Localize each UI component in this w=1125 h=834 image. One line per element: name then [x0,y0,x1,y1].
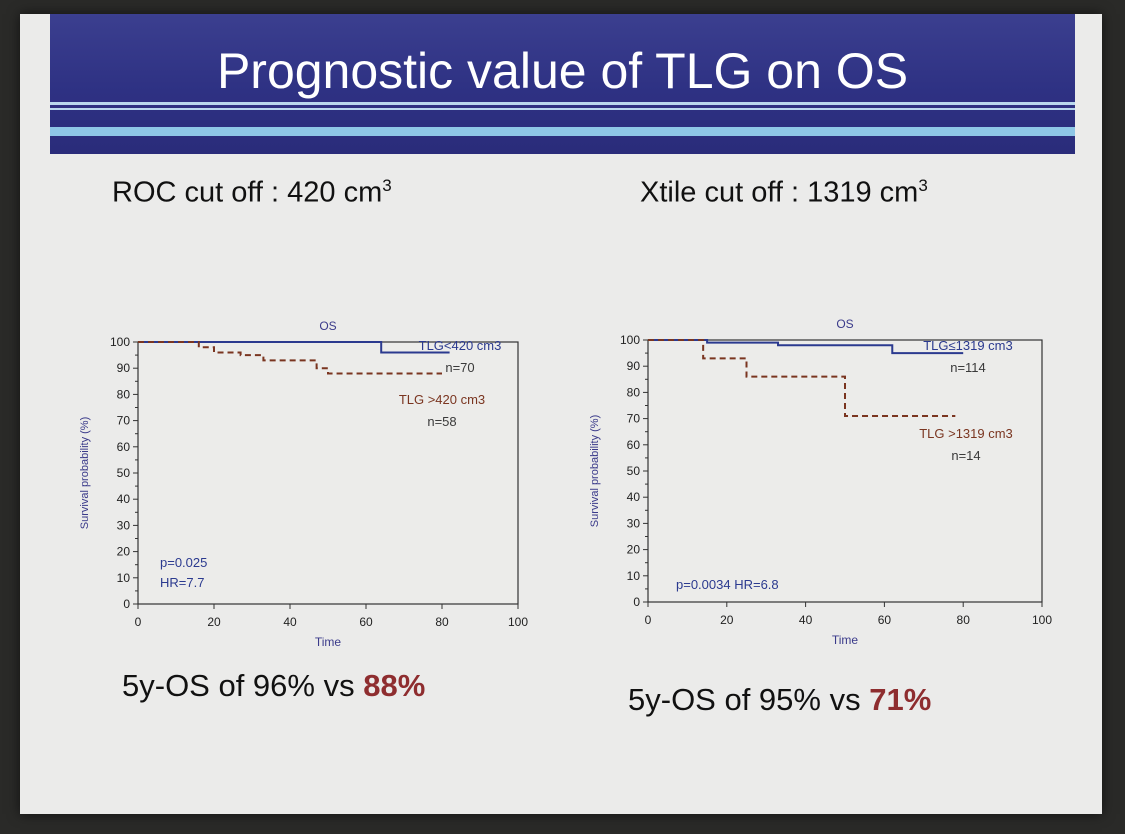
y-tick-label: 90 [117,361,131,375]
series-label: TLG >1319 cm3 [919,426,1013,441]
y-tick-label: 40 [627,490,641,504]
plot-area [647,339,1043,603]
series-n-label: n=114 [950,360,986,375]
banner-stripe [50,127,1075,136]
x-tick-label: 0 [135,615,142,629]
x-tick-label: 20 [207,615,221,629]
right-cutoff-text: Xtile cut off : 1319 cm [640,176,919,209]
title-banner: Prognostic value of TLG on OS [50,14,1075,154]
chart-title: OS [836,317,853,331]
series-label: TLG >420 cm3 [399,392,485,407]
x-tick-label: 80 [957,613,971,627]
right-summary-text: 5y-OS of 95% vs [628,682,870,717]
y-tick-label: 30 [627,516,641,530]
stats-annotation: p=0.025 [160,555,207,570]
y-tick-label: 60 [627,438,641,452]
slide-title: Prognostic value of TLG on OS [216,43,909,99]
x-axis-label: Time [315,635,342,649]
cutoff-superscript: 3 [918,176,928,195]
banner-stripe [50,102,1075,105]
x-tick-label: 80 [435,615,449,629]
y-tick-label: 10 [627,569,641,583]
y-tick-label: 70 [117,414,131,428]
x-tick-label: 100 [508,615,528,629]
left-cutoff-heading: ROC cut off : 420 cm3 [112,176,392,210]
right-summary: 5y-OS of 95% vs 71% [628,682,931,718]
y-tick-label: 0 [123,597,130,611]
y-axis-label: Survival probability (%) [589,415,601,527]
y-tick-label: 20 [117,545,131,559]
stats-annotation: HR=7.7 [160,575,204,590]
y-tick-label: 0 [633,595,640,609]
series-n-label: n=14 [951,448,980,463]
survival-curve-solid [648,339,964,355]
right-cutoff-heading: Xtile cut off : 1319 cm3 [640,176,928,210]
y-tick-label: 100 [620,333,640,347]
x-axis-label: Time [832,633,859,647]
km-chart-xtile-svg: OS 0 10 20 30 40 50 60 70 80 90 100 0 20 40 60 80 100 Time… [589,317,1052,647]
y-tick-label: 80 [627,385,641,399]
y-tick-label: 50 [627,464,641,478]
right-summary-highlight: 71% [869,682,932,717]
x-tick-label: 40 [799,613,813,627]
x-tick-label: 100 [1032,613,1052,627]
x-tick-label: 60 [359,615,373,629]
y-tick-label: 70 [627,412,641,426]
y-tick-label: 80 [117,387,131,401]
cutoff-superscript: 3 [382,176,392,195]
banner-stripe [50,108,1075,110]
x-tick-label: 0 [645,613,652,627]
y-tick-label: 90 [627,359,641,373]
left-summary-highlight: 88% [363,668,426,703]
km-chart-xtile: OS 0 10 20 30 40 50 60 70 80 90 100 0 20 40 60 80 100 Time… [546,292,1052,662]
left-cutoff-text: ROC cut off : 420 cm [112,176,383,209]
left-summary: 5y-OS of 96% vs 88% [122,668,425,704]
km-chart-roc: OS 0 10 20 30 40 50 60 70 80 90 100 0 20 40 60 80 100 Time… [42,292,528,662]
x-tick-label: 40 [283,615,297,629]
y-tick-label: 100 [110,335,130,349]
series-n-label: n=58 [427,414,456,429]
y-axis-label: Survival probability (%) [79,417,91,529]
series-label: TLG<420 cm3 [419,338,502,353]
y-tick-label: 20 [627,543,641,557]
series-label: TLG≤1319 cm3 [923,338,1013,353]
x-tick-label: 60 [878,613,892,627]
stats-annotation: p=0.0034 HR=6.8 [676,577,779,592]
y-tick-label: 50 [117,466,131,480]
survival-curve-dashed [138,341,442,375]
km-chart-roc-svg: OS 0 10 20 30 40 50 60 70 80 90 100 0 20 40 60 80 100 Time… [79,319,528,649]
y-tick-label: 30 [117,518,131,532]
x-tick-label: 20 [720,613,734,627]
y-tick-label: 60 [117,440,131,454]
survival-curve-solid [138,341,450,354]
left-summary-text: 5y-OS of 96% vs [122,668,364,703]
y-tick-label: 40 [117,492,131,506]
series-n-label: n=70 [445,360,474,375]
chart-title: OS [319,319,336,333]
y-tick-label: 10 [117,571,131,585]
